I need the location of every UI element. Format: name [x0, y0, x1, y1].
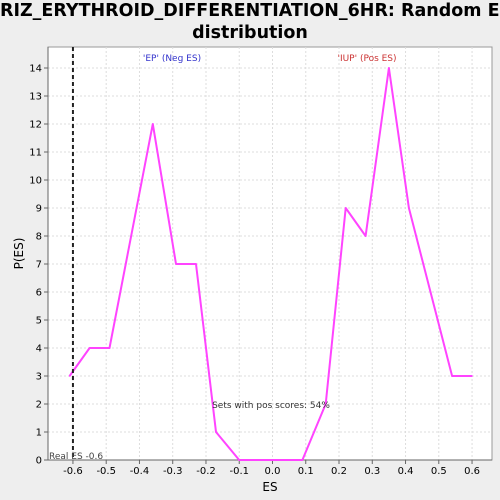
series-layer: [68, 67, 473, 461]
pos-scores-label: Sets with pos scores: 54%: [212, 401, 330, 411]
data-point: [195, 263, 197, 265]
data-point: [451, 375, 453, 377]
x-tick-label: 0.4: [398, 466, 414, 477]
y-tick-label: 2: [36, 400, 42, 411]
data-point: [258, 459, 260, 461]
data-point: [108, 347, 111, 349]
data-point: [238, 459, 241, 461]
x-tick-label: -0.6: [63, 466, 83, 477]
data-point: [408, 207, 410, 209]
y-tick-label: 10: [29, 176, 42, 187]
x-tick-label: 0.2: [331, 466, 347, 477]
y-tick-label: 11: [29, 148, 42, 159]
x-tick-label: 0.3: [364, 466, 380, 477]
x-tick-label: -0.2: [196, 466, 216, 477]
data-point: [88, 347, 91, 349]
y-tick-label: 14: [29, 64, 42, 75]
x-axis-title: ES: [262, 480, 277, 494]
data-point: [364, 235, 367, 237]
distribution-line: [68, 67, 472, 461]
data-point: [301, 459, 304, 461]
y-tick-label: 5: [36, 316, 42, 327]
y-tick-label: 8: [36, 232, 42, 243]
y-tick-label: 12: [29, 120, 42, 131]
data-point: [151, 123, 154, 125]
data-point: [388, 67, 390, 69]
data-point: [281, 459, 284, 461]
x-tick-label: -0.1: [229, 466, 249, 477]
plot-area: [47, 46, 493, 461]
x-tick-label: -0.3: [163, 466, 183, 477]
annotations-layer: Real ES -0.6 'EP' (Neg ES) 'IUP' (Pos ES) S…: [49, 47, 397, 462]
data-point: [344, 207, 347, 209]
x-tick-label: 0.5: [431, 466, 447, 477]
axes: -0.6 -0.5 -0.4 -0.3 -0.2 -0.1 0.0 0.1 0.2 0.3 0.4 0…: [12, 47, 492, 494]
chart-title: RIZ_ERYTHROID_DIFFERENTIATION_6HR: Rando…: [0, 0, 500, 44]
y-tick-label: 13: [29, 92, 42, 103]
data-point: [175, 263, 177, 265]
neg-es-label: 'EP' (Neg ES): [143, 54, 201, 64]
y-tick-label: 3: [36, 372, 42, 383]
data-point: [471, 375, 473, 377]
y-tick-label: 4: [36, 344, 42, 355]
y-axis-title: P(ES): [12, 238, 26, 270]
y-tick-label: 7: [36, 260, 42, 271]
data-point: [68, 375, 71, 377]
x-tick-label: 0.1: [298, 466, 314, 477]
x-tick-label: 0.0: [265, 466, 281, 477]
chart-title-line-2: distribution: [192, 23, 308, 43]
real-es-label: Real ES -0.6: [49, 452, 103, 462]
chart-title-line-1: RIZ_ERYTHROID_DIFFERENTIATION_6HR: Rando…: [0, 1, 500, 21]
y-tick-label: 1: [36, 428, 42, 439]
y-tick-label: 6: [36, 288, 42, 299]
x-tick-label: -0.4: [130, 466, 150, 477]
data-point: [215, 431, 217, 433]
pos-es-label: 'IUP' (Pos ES): [337, 54, 396, 64]
data-point: [324, 403, 327, 405]
x-tick-label: 0.6: [464, 466, 480, 477]
x-tick-label: -0.5: [96, 466, 116, 477]
y-tick-label: 0: [36, 456, 42, 467]
y-tick-label: 9: [36, 204, 42, 215]
